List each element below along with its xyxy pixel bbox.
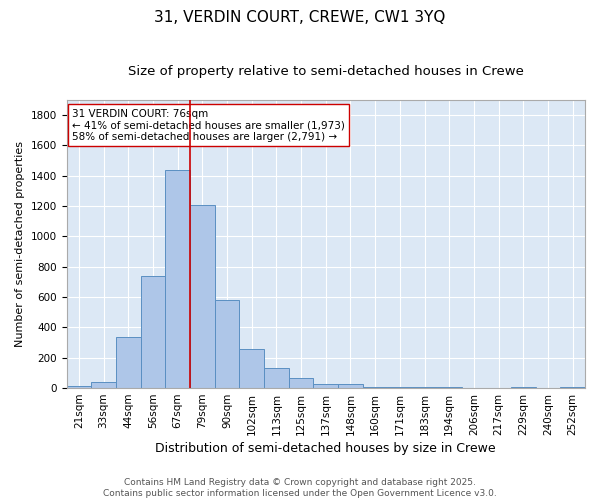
Bar xyxy=(363,386,388,388)
Bar xyxy=(67,386,91,388)
Y-axis label: Number of semi-detached properties: Number of semi-detached properties xyxy=(15,141,25,347)
Bar xyxy=(511,387,536,388)
Bar xyxy=(116,336,140,388)
Title: Size of property relative to semi-detached houses in Crewe: Size of property relative to semi-detach… xyxy=(128,65,524,78)
Text: 31 VERDIN COURT: 76sqm
← 41% of semi-detached houses are smaller (1,973)
58% of : 31 VERDIN COURT: 76sqm ← 41% of semi-det… xyxy=(72,108,344,142)
Text: 31, VERDIN COURT, CREWE, CW1 3YQ: 31, VERDIN COURT, CREWE, CW1 3YQ xyxy=(154,10,446,25)
Bar xyxy=(313,384,338,388)
Bar xyxy=(560,387,585,388)
Bar xyxy=(338,384,363,388)
Bar xyxy=(388,386,412,388)
Bar xyxy=(140,276,165,388)
X-axis label: Distribution of semi-detached houses by size in Crewe: Distribution of semi-detached houses by … xyxy=(155,442,496,455)
Bar xyxy=(289,378,313,388)
Bar xyxy=(239,350,264,388)
Bar xyxy=(264,368,289,388)
Bar xyxy=(91,382,116,388)
Bar xyxy=(215,300,239,388)
Bar xyxy=(190,204,215,388)
Text: Contains HM Land Registry data © Crown copyright and database right 2025.
Contai: Contains HM Land Registry data © Crown c… xyxy=(103,478,497,498)
Bar xyxy=(165,170,190,388)
